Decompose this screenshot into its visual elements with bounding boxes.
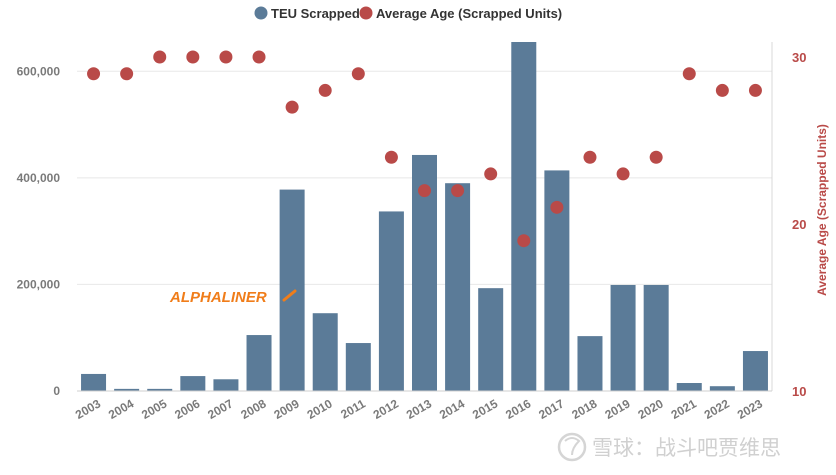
bar-2007: [213, 379, 239, 391]
x-tick-label: 2007: [205, 396, 235, 422]
x-tick-label: 2019: [602, 396, 632, 422]
alphaliner-logo: ALPHALINER: [169, 289, 297, 306]
x-tick-label: 2021: [669, 396, 699, 422]
watermark: 雪球：战斗吧贾维思: [557, 432, 781, 462]
bar-2004: [114, 388, 140, 391]
x-tick-label: 2016: [503, 396, 533, 422]
x-tick-label: 2003: [73, 396, 103, 422]
right-tick-label: 30: [792, 50, 806, 65]
bar-2014: [445, 183, 471, 391]
x-axis: 2003 2004 2005 2006 2007 2008 2009 2010 2011 2012…: [73, 390, 772, 422]
age-dot-2004: [120, 67, 134, 81]
age-dot-2003: [87, 67, 101, 81]
alphaliner-logo-slash: [282, 289, 297, 302]
x-tick-label: 2012: [371, 396, 401, 422]
age-dot-2019: [616, 167, 630, 181]
age-dot-2022: [715, 83, 729, 97]
legend-marker-teu: [254, 6, 268, 20]
bar-2009: [279, 189, 305, 391]
age-dot-2014: [451, 184, 465, 198]
age-dot-2021: [682, 67, 696, 81]
x-tick-label: 2020: [636, 396, 666, 422]
legend-label-teu: TEU Scrapped: [271, 6, 360, 21]
right-tick-label: 10: [792, 384, 806, 399]
age-dot-2009: [285, 100, 299, 114]
watermark-snowball-icon-swirl: [564, 437, 581, 456]
left-tick-label: 200,000: [17, 277, 61, 291]
left-tick-label: 600,000: [17, 64, 61, 78]
age-dot-2011: [351, 67, 365, 81]
dot-series: [87, 50, 762, 248]
bar-2023: [742, 351, 768, 391]
bar-2008: [246, 335, 272, 391]
legend-label-age: Average Age (Scrapped Units): [376, 6, 562, 21]
bar-2010: [312, 313, 338, 391]
age-dot-2012: [384, 150, 398, 164]
legend-marker-age: [359, 6, 373, 20]
x-tick-label: 2017: [536, 396, 566, 422]
legend: TEU Scrapped Average Age (Scrapped Units…: [254, 6, 562, 21]
age-dot-2013: [418, 184, 431, 198]
x-tick-label: 2009: [271, 396, 301, 422]
x-tick-label: 2006: [172, 396, 202, 422]
age-dot-2007: [219, 50, 233, 64]
bar-2016: [511, 42, 537, 391]
bar-2006: [180, 376, 206, 391]
age-dot-2018: [583, 150, 597, 164]
bar-series: [81, 42, 768, 391]
age-dot-2020: [649, 150, 663, 164]
left-axis: 0 200,000 400,000 600,000: [17, 64, 61, 398]
watermark-text: 雪球：战斗吧贾维思: [592, 437, 781, 460]
bar-2015: [478, 288, 504, 391]
age-dot-2008: [252, 50, 266, 64]
age-dot-2023: [748, 83, 762, 97]
x-tick-label: 2014: [437, 396, 467, 422]
right-axis: 10 20 30: [771, 42, 806, 399]
bar-2020: [643, 284, 669, 391]
x-tick-label: 2013: [404, 396, 434, 422]
right-axis-title: Average Age (Scrapped Units): [815, 124, 829, 296]
bar-2003: [81, 373, 107, 391]
x-tick-label: 2004: [106, 396, 136, 422]
bar-2011: [345, 343, 371, 391]
bar-2012: [378, 211, 404, 391]
x-tick-label: 2015: [470, 396, 500, 422]
left-tick-label: 400,000: [17, 171, 61, 185]
age-dot-2005: [153, 50, 167, 64]
age-dot-2016: [517, 234, 531, 248]
bar-2019: [610, 284, 636, 391]
bar-2018: [577, 336, 603, 391]
watermark-snowball-icon: [557, 432, 587, 462]
x-tick-label: 2023: [735, 396, 765, 422]
bar-2021: [676, 383, 702, 391]
age-dot-2010: [318, 83, 332, 97]
bar-2005: [147, 388, 173, 391]
right-tick-label: 20: [792, 217, 806, 232]
age-dot-2017: [550, 200, 564, 214]
x-tick-label: 2010: [305, 396, 335, 422]
x-tick-label: 2011: [338, 396, 368, 421]
alphaliner-logo-text: ALPHALINER: [169, 289, 267, 306]
x-tick-label: 2022: [702, 396, 732, 422]
x-tick-label: 2008: [238, 396, 268, 422]
age-dot-2006: [186, 50, 200, 64]
x-tick-label: 2005: [139, 396, 169, 422]
x-tick-label: 2018: [569, 396, 599, 422]
left-tick-label: 0: [53, 384, 60, 398]
age-dot-2015: [484, 167, 498, 181]
bar-2022: [709, 386, 735, 391]
